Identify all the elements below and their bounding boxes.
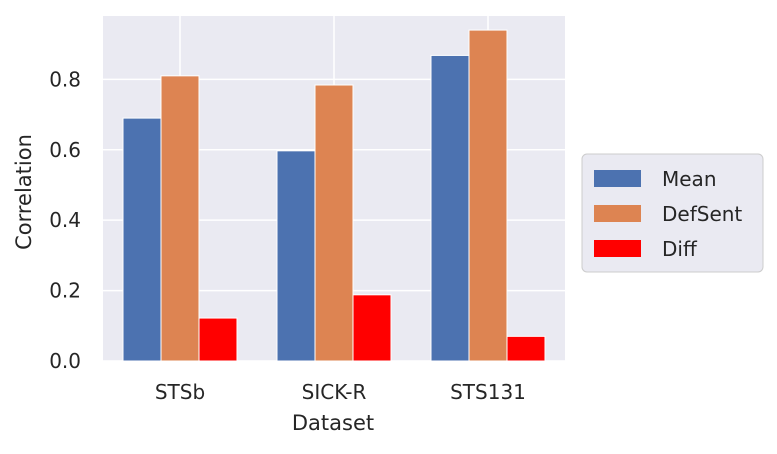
bars (122, 29, 546, 362)
bar-diff-stsb (198, 317, 238, 362)
x-tick-label: STS131 (450, 380, 526, 404)
y-tick-label: 0.0 (49, 349, 81, 373)
bar-defsent-sts131 (468, 29, 508, 362)
legend: Mean DefSent Diff (581, 153, 764, 273)
bar-mean-stsb (122, 117, 162, 362)
y-tick-label: 0.4 (49, 208, 81, 232)
legend-label-defsent: DefSent (662, 202, 742, 226)
bar-mean-sts131 (430, 54, 470, 362)
bar-diff-sts131 (506, 335, 546, 362)
bar-defsent-sick-r (314, 84, 354, 362)
x-tick-labels: STSb SICK-R STS131 (155, 380, 526, 404)
y-tick-labels: 0.0 0.2 0.4 0.6 0.8 (49, 67, 81, 373)
bar-defsent-stsb (160, 75, 200, 362)
x-tick-label: STSb (155, 380, 205, 404)
y-tick-label: 0.6 (49, 138, 81, 162)
x-tick-label: SICK-R (302, 380, 367, 404)
legend-swatch-defsent (594, 205, 641, 222)
y-tick-label: 0.2 (49, 279, 81, 303)
legend-label-diff: Diff (662, 237, 698, 261)
y-tick-label: 0.8 (49, 67, 81, 91)
bar-diff-sick-r (352, 294, 392, 362)
y-axis-label: Correlation (12, 134, 36, 250)
legend-swatch-mean (594, 170, 641, 187)
legend-items: Mean DefSent Diff (594, 167, 742, 261)
legend-swatch-diff (594, 240, 641, 257)
legend-label-mean: Mean (662, 167, 717, 191)
x-axis-label: Dataset (292, 411, 374, 435)
bar-mean-sick-r (276, 150, 316, 362)
